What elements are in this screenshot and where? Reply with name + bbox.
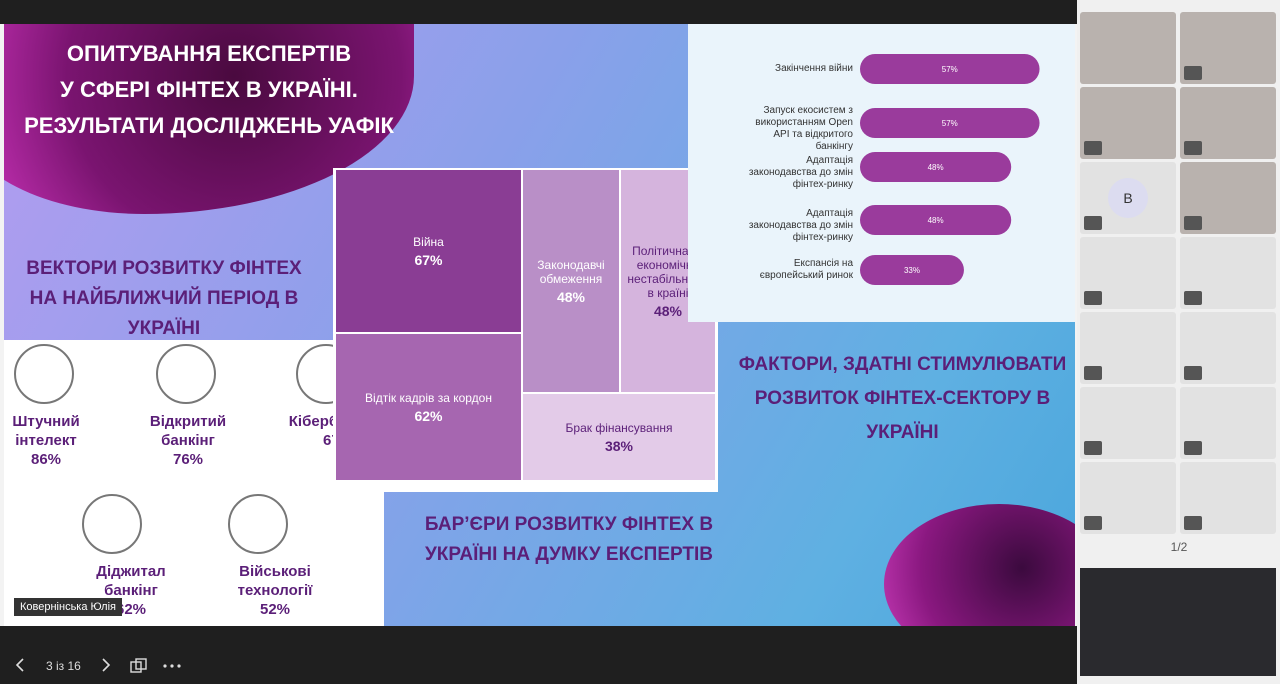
factor-value: 33% xyxy=(904,266,920,275)
participant-tile xyxy=(1080,12,1176,84)
participant-tile: B xyxy=(1080,162,1176,234)
factor-bar xyxy=(860,152,1012,182)
factor-label: Запуск екосистем з використанням Open AP… xyxy=(755,105,853,152)
factor-bar xyxy=(860,108,1040,138)
vector-value: 86% xyxy=(30,451,62,468)
mute-icon xyxy=(1184,216,1202,230)
vector-icon xyxy=(14,344,74,404)
mute-icon xyxy=(1184,66,1202,80)
toolbar: 3 із 16 xyxy=(0,626,1077,684)
vector-item: Відкритий банкінг 76% xyxy=(148,412,258,469)
vector-icon xyxy=(156,344,216,404)
mute-icon xyxy=(1084,366,1102,380)
factor-value: 57% xyxy=(942,65,958,74)
more-button[interactable] xyxy=(162,662,182,670)
vector-item: Військові технології 52% xyxy=(220,562,330,619)
vectors-heading: ВЕКТОРИ РОЗВИТКУ ФІНТЕХ НА НАЙБЛИЖЧИЙ ПЕ… xyxy=(26,258,302,339)
factor-bar xyxy=(860,255,964,285)
mute-icon xyxy=(1084,291,1102,305)
vector-value: 62% xyxy=(115,601,147,618)
mute-icon xyxy=(1084,441,1102,455)
treemap-cell: Законодавчі обмеження 48% xyxy=(523,170,619,392)
factor-label: Експансія на європейський ринок xyxy=(759,258,853,281)
mute-icon xyxy=(1184,291,1202,305)
top-bar xyxy=(0,0,1077,24)
factor-bar xyxy=(860,54,1040,84)
participant-tile xyxy=(1180,462,1276,534)
treemap-cell: Відтік кадрів за кордон 62% xyxy=(336,334,521,480)
corner-blob xyxy=(884,504,1075,626)
treemap-cell: Війна 67% xyxy=(336,170,521,332)
participant-tile xyxy=(1180,237,1276,309)
presenter-video xyxy=(1080,568,1276,676)
mute-icon xyxy=(1184,516,1202,530)
factors-panel: 57% 57% 48% 48% 33% Закінчення війни Запуск е… xyxy=(688,24,1075,322)
treemap-value: 62% xyxy=(414,407,443,424)
vector-item: Діджитал банкінг 62% xyxy=(76,562,186,619)
participants-pager: 1/2 xyxy=(1170,540,1188,554)
next-button[interactable] xyxy=(100,658,112,672)
prev-button[interactable] xyxy=(14,658,26,672)
factor-value: 57% xyxy=(942,119,958,128)
participant-tile xyxy=(1180,12,1276,84)
participant-tile xyxy=(1180,312,1276,384)
treemap-label: Війна xyxy=(413,234,444,249)
title-line: ОПИТУВАННЯ ЕКСПЕРТІВ xyxy=(66,41,352,66)
vector-value: 76% xyxy=(172,451,204,468)
title-line: У СФЕРІ ФІНТЕХ В УКРАЇНІ. xyxy=(60,77,358,102)
barriers-heading: БАР’ЄРИ РОЗВИТКУ ФІНТЕХ В УКРАЇНІ НА ДУМ… xyxy=(424,514,714,565)
mute-icon xyxy=(1184,441,1202,455)
slide-title: ОПИТУВАННЯ ЕКСПЕРТІВ У СФЕРІ ФІНТЕХ В УКР… xyxy=(4,36,414,144)
participant-tile xyxy=(1080,237,1176,309)
participant-tile xyxy=(1180,87,1276,159)
vector-label: Діджитал банкінг xyxy=(96,563,166,599)
barriers-panel: Війна 67% Законодавчі обмеження 48% Політичн… xyxy=(333,168,718,492)
factor-value: 48% xyxy=(928,216,944,225)
treemap-value: 48% xyxy=(653,302,683,319)
slide: ОПИТУВАННЯ ЕКСПЕРТІВ У СФЕРІ ФІНТЕХ В УКР… xyxy=(4,24,1075,626)
mute-icon xyxy=(1084,516,1102,530)
factors-heading: ФАКТОРИ, ЗДАТНІ СТИМУЛЮВАТИ РОЗВИТОК ФІН… xyxy=(738,354,1067,443)
presenter-name: Ковернінська Юлія xyxy=(14,598,122,616)
factor-label: Адаптація законодавства до змін фінтех-р… xyxy=(748,208,853,243)
vector-label: Відкритий банкінг xyxy=(149,413,227,449)
page-indicator: 3 із 16 xyxy=(46,659,81,673)
treemap-label: Брак фінансування xyxy=(565,420,673,435)
treemap-cell: Брак фінансування 38% xyxy=(523,394,715,480)
vector-label: Штучний інтелект xyxy=(12,413,80,449)
factor-bar xyxy=(860,205,1012,235)
treemap-value: 38% xyxy=(604,437,634,454)
participant-tile xyxy=(1080,387,1176,459)
vector-icon xyxy=(228,494,288,554)
factor-value: 48% xyxy=(928,163,944,172)
treemap-label: Законодавчі обмеження xyxy=(537,257,605,286)
avatar: B xyxy=(1108,178,1148,218)
mute-icon xyxy=(1184,366,1202,380)
mute-icon xyxy=(1184,141,1202,155)
vector-value: 52% xyxy=(259,601,291,618)
participant-tile xyxy=(1080,462,1176,534)
participant-tile xyxy=(1080,312,1176,384)
mute-icon xyxy=(1084,141,1102,155)
treemap-value: 67% xyxy=(414,251,443,268)
vector-label: Військові технології xyxy=(237,563,313,599)
factor-label: Адаптація законодавства до змін фінтех-р… xyxy=(748,155,853,190)
factor-label: Закінчення війни xyxy=(775,63,853,74)
participant-tile xyxy=(1180,387,1276,459)
factors-chart: 57% 57% 48% 48% 33% xyxy=(860,54,1040,285)
layout-button[interactable] xyxy=(130,658,148,674)
participants-pane: 1/2 B xyxy=(1077,0,1280,684)
vector-icon xyxy=(82,494,142,554)
participant-tile xyxy=(1080,87,1176,159)
title-line: РЕЗУЛЬТАТИ ДОСЛІДЖЕНЬ УАФІК xyxy=(24,113,394,138)
mute-icon xyxy=(1084,216,1102,230)
participant-tile xyxy=(1180,162,1276,234)
treemap-value: 48% xyxy=(556,288,586,305)
treemap-label: Відтік кадрів за кордон xyxy=(365,390,492,405)
vectors-panel: Штучний інтелект 86% Відкритий банкінг 76% К… xyxy=(4,340,387,626)
vector-item: Штучний інтелект 86% xyxy=(6,412,116,469)
